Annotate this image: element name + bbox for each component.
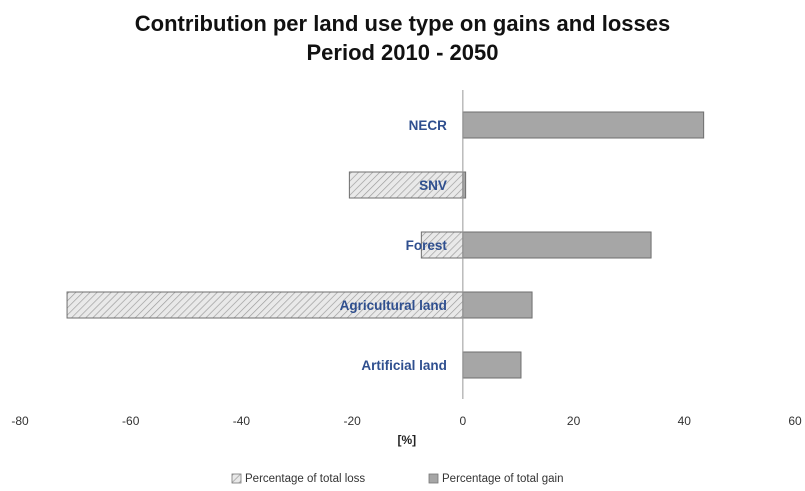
bar-gain-necr (462, 111, 705, 139)
x-tick-label: 20 (567, 414, 581, 428)
legend-swatch-gain (428, 473, 439, 484)
x-tick-label: -60 (122, 414, 140, 428)
chart-title-line-2: Period 2010 - 2050 (306, 40, 499, 65)
category-label-artificial-land: Artificial land (361, 358, 447, 373)
x-tick-label: -80 (11, 414, 29, 428)
legend-label-gain: Percentage of total gain (442, 473, 563, 485)
bar-gain-forest (462, 231, 652, 259)
category-label-forest: Forest (406, 238, 448, 253)
category-label-snv: SNV (419, 178, 447, 193)
x-tick-label: 0 (460, 414, 467, 428)
chart-title-line-1: Contribution per land use type on gains … (134, 11, 671, 36)
bar-gain-agricultural-land (462, 291, 533, 319)
legend-swatch-loss (231, 473, 242, 484)
bar-loss-snv (348, 171, 464, 199)
category-label-necr: NECR (409, 118, 448, 133)
x-tick-label: -40 (233, 414, 251, 428)
bar-gain-artificial-land (462, 351, 522, 379)
x-tick-label: -20 (343, 414, 361, 428)
x-tick-label: 40 (678, 414, 692, 428)
bar-loss-forest (420, 231, 464, 259)
x-tick-label: 60 (788, 414, 802, 428)
x-axis-label: [%] (398, 433, 417, 447)
category-label-agricultural-land: Agricultural land (340, 298, 447, 313)
legend-label-loss: Percentage of total loss (245, 473, 365, 485)
bar-loss-agricultural-land (66, 291, 464, 319)
